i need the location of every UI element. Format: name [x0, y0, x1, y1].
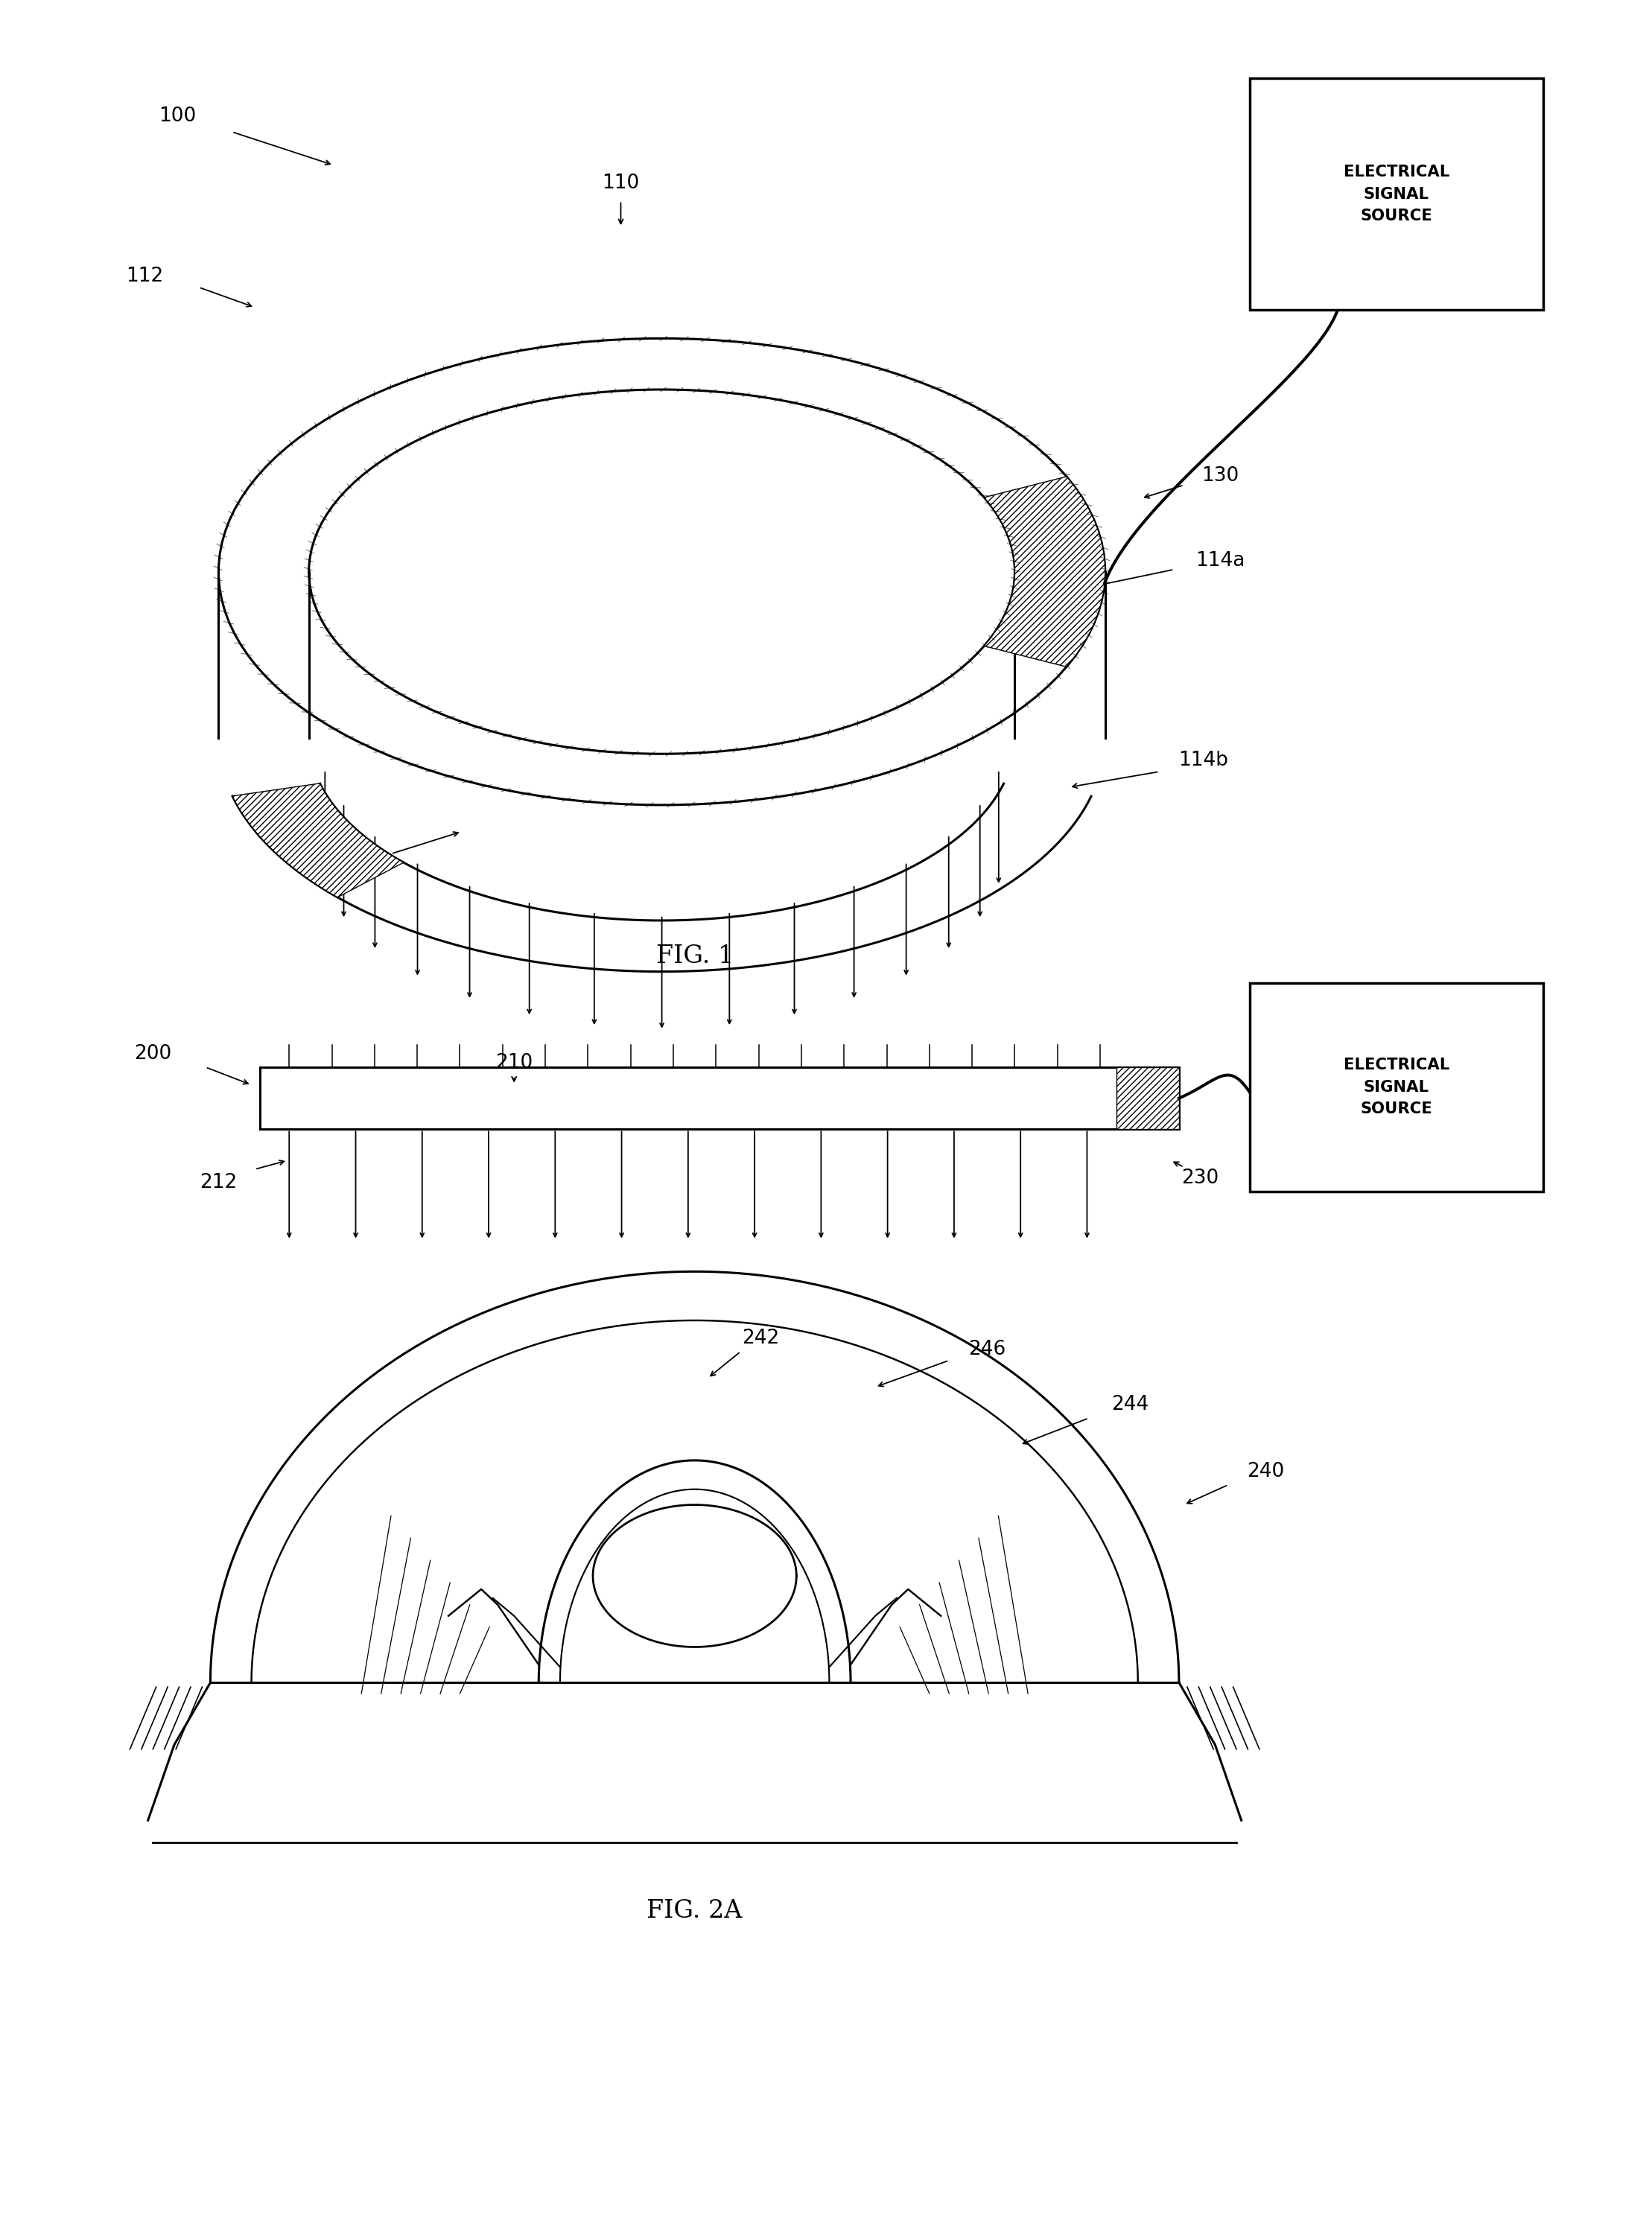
Text: 114b: 114b — [1178, 750, 1229, 770]
Text: 114a: 114a — [1196, 551, 1244, 569]
Text: 244: 244 — [1112, 1395, 1148, 1415]
Bar — [1117, 1067, 1180, 1129]
Text: 212: 212 — [200, 1174, 238, 1192]
Text: 110: 110 — [601, 174, 639, 192]
Text: 100: 100 — [159, 107, 197, 125]
Text: ELECTRICAL
SIGNAL
SOURCE: ELECTRICAL SIGNAL SOURCE — [1343, 1058, 1449, 1116]
Text: 242: 242 — [742, 1328, 780, 1348]
Text: FIG. 2A: FIG. 2A — [648, 1899, 742, 1924]
Text: 240: 240 — [1247, 1462, 1285, 1482]
Polygon shape — [233, 783, 403, 897]
Polygon shape — [985, 478, 1105, 667]
FancyBboxPatch shape — [1249, 78, 1543, 310]
Text: FIG. 1: FIG. 1 — [656, 944, 733, 969]
Text: 230: 230 — [1181, 1170, 1219, 1187]
Text: 210: 210 — [496, 1054, 534, 1071]
Text: 112: 112 — [126, 266, 164, 286]
Text: 246: 246 — [968, 1339, 1006, 1359]
Text: 220: 220 — [1427, 1051, 1465, 1069]
Text: 116: 116 — [316, 862, 352, 882]
FancyBboxPatch shape — [1249, 982, 1543, 1192]
Text: 200: 200 — [134, 1045, 172, 1062]
Text: 130: 130 — [1201, 466, 1239, 487]
Text: 120: 120 — [1427, 196, 1465, 214]
Text: ELECTRICAL
SIGNAL
SOURCE: ELECTRICAL SIGNAL SOURCE — [1343, 165, 1449, 223]
Bar — [259, 1067, 1180, 1129]
